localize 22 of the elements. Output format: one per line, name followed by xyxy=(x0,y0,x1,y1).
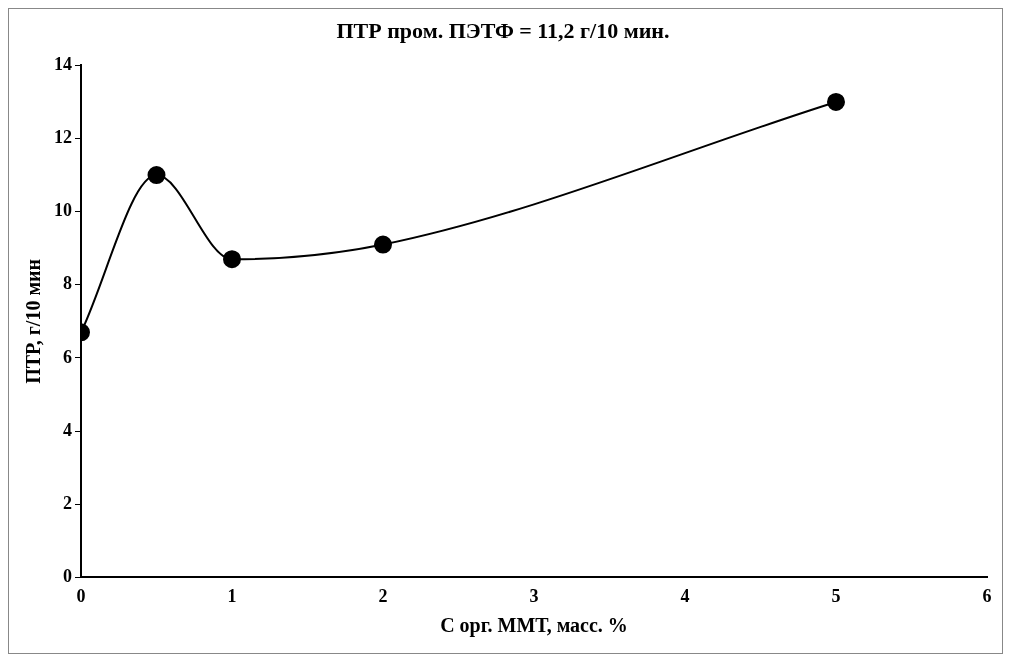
point xyxy=(147,166,166,185)
point xyxy=(827,92,845,111)
y-tick-label: 4 xyxy=(63,419,72,440)
y-tick-label: 2 xyxy=(63,492,72,513)
x-tick-label: 2 xyxy=(378,585,388,606)
y-axis-title: ПТР, г/10 мин xyxy=(22,258,45,384)
x-axis-title: С орг. ММТ, масс. % xyxy=(440,614,628,638)
chart-title: ПТР пром. ПЭТФ = 11,2 г/10 мин. xyxy=(336,17,670,43)
x-tick-label: 4 xyxy=(680,585,690,606)
x-tick-label: 3 xyxy=(529,585,539,606)
y-tick-label: 0 xyxy=(63,566,72,587)
x-tick-label: 5 xyxy=(831,585,841,606)
point xyxy=(223,250,241,269)
y-tick-label: 10 xyxy=(54,200,72,221)
x-tick-label: 0 xyxy=(76,585,86,606)
y-tick-label: 14 xyxy=(54,54,72,75)
y-tick-label: 12 xyxy=(54,127,72,148)
x-tick-label: 6 xyxy=(982,585,992,606)
y-tick-label: 6 xyxy=(63,346,72,367)
x-tick-label: 1 xyxy=(227,585,237,606)
y-tick-label: 8 xyxy=(63,273,72,294)
point xyxy=(374,235,392,254)
